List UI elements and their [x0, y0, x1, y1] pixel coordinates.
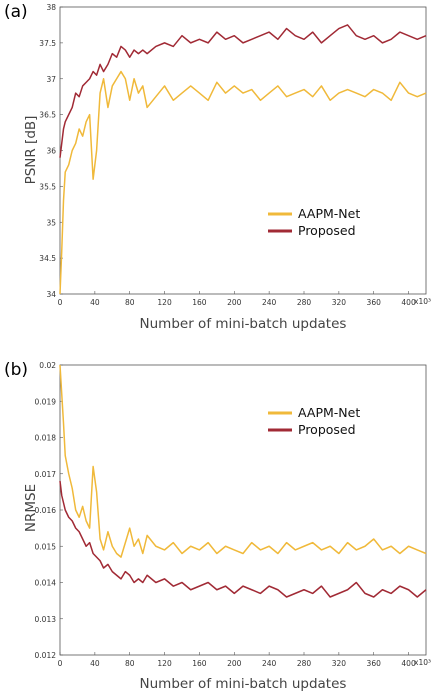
- panel-b-y-tick-label: 0.014: [35, 579, 57, 588]
- panel-b-y-ticks: 0.012 0.013 0.014 0.015 0.016 0.017 0.018 0.019…: [35, 361, 63, 660]
- panel-b-x-multiplier: x10³: [414, 658, 431, 667]
- panel-a-x-tick-label: 200: [227, 298, 242, 307]
- panel-b-x-tick-label: 200: [227, 659, 242, 668]
- panel-b-legend: AAPM-Net Proposed: [268, 405, 360, 437]
- panel-b-x-tick-label: 160: [192, 659, 207, 668]
- panel-a-y-tick-label: 34.5: [39, 254, 56, 263]
- panel-b-y-axis-label: NRMSE: [23, 484, 39, 532]
- panel-a-x-tick-label: 160: [192, 298, 207, 307]
- panel-a-x-ticks: 0 40 80 120 160 200 240 280 320 360 400: [58, 291, 416, 307]
- panel-b-x-tick-label: 40: [90, 659, 100, 668]
- panel-b-series-aapm-net-line: [59, 364, 427, 558]
- panel-b-y-tick-label: 0.017: [35, 470, 57, 479]
- panel-b-x-tick-label: 0: [58, 659, 63, 668]
- panel-a-y-tick-label: 36: [46, 147, 56, 156]
- panel-a-x-tick-label: 280: [297, 298, 312, 307]
- panel-a-y-tick-label: 35: [46, 218, 56, 227]
- panel-a-legend: AAPM-Net Proposed: [268, 206, 360, 238]
- panel-a-y-tick-label: 35.5: [39, 182, 56, 191]
- panel-a-x-tick-label: 400: [401, 298, 416, 307]
- panel-b-x-ticks: 0 40 80 120 160 200 240 280 320 360 400: [58, 652, 416, 668]
- panel-a-y-tick-label: 37.5: [39, 39, 56, 48]
- panel-a-x-tick-label: 80: [125, 298, 135, 307]
- panel-a: (a) 34 34.5 35 35.5 36 36.5 37 37.5 38 0 40 80 120 1…: [4, 2, 431, 332]
- panel-a-x-tick-label: 240: [262, 298, 277, 307]
- panel-b-x-axis-label: Number of mini-batch updates: [140, 676, 347, 692]
- panel-b-y-tick-label: 0.012: [35, 651, 57, 660]
- panel-b: (b) 0.0120.0130.0140.0150.0160.0170.0180…: [4, 360, 431, 692]
- panel-a-y-tick-label: 34: [46, 290, 56, 299]
- panel-b-y-tick-label: 0.018: [35, 434, 57, 443]
- panel-b-y-tick-label: 0.013: [35, 615, 57, 624]
- panel-a-y-tick-label: 37: [46, 75, 56, 84]
- panel-a-label: (a): [4, 2, 28, 22]
- panel-a-y-tick-label: 36.5: [39, 111, 56, 120]
- panel-b-legend-label-proposed: Proposed: [298, 422, 356, 437]
- panel-b-y-tick-label: 0.019: [35, 397, 57, 406]
- panel-a-x-tick-label: 120: [157, 298, 172, 307]
- panel-b-x-tick-label: 80: [125, 659, 135, 668]
- panel-b-x-tick-label: 320: [332, 659, 347, 668]
- panel-a-y-tick-label: 38: [46, 3, 56, 12]
- panel-a-x-tick-label: 320: [332, 298, 347, 307]
- panel-b-series-proposed-line: [59, 480, 427, 598]
- panel-a-x-axis-label: Number of mini-batch updates: [140, 316, 347, 332]
- panel-a-series: [59, 24, 427, 295]
- panel-a-x-tick-label: 40: [90, 298, 100, 307]
- panel-b-x-tick-label: 400: [401, 659, 416, 668]
- panel-a-legend-label-aapm: AAPM-Net: [298, 206, 360, 221]
- panel-a-legend-label-proposed: Proposed: [298, 223, 356, 238]
- panel-a-x-tick-label: 360: [367, 298, 382, 307]
- panel-b-x-tick-label: 240: [262, 659, 277, 668]
- panel-a-x-tick-label: 0: [58, 298, 63, 307]
- panel-b-x-tick-label: 120: [157, 659, 172, 668]
- panel-a-y-ticks: 34 34.5 35 35.5 36 36.5 37 37.5 38: [39, 3, 63, 299]
- panel-b-legend-label-aapm: AAPM-Net: [298, 405, 360, 420]
- panel-a-series-aapm-net-line: [59, 70, 427, 295]
- panel-b-label: (b): [4, 360, 28, 380]
- panel-b-x-tick-label: 280: [297, 659, 312, 668]
- panel-b-x-tick-label: 360: [367, 659, 382, 668]
- panel-b-series: [59, 364, 427, 598]
- panel-a-x-multiplier: x10³: [414, 297, 431, 306]
- panel-b-y-tick-label: 0.015: [35, 542, 57, 551]
- panel-a-y-axis-label: PSNR [dB]: [23, 116, 39, 185]
- panel-b-y-tick-label: 0.016: [35, 506, 57, 515]
- panel-b-y-tick-label: 0.02: [39, 361, 56, 370]
- panel-b-plot-frame: [59, 364, 427, 656]
- panel-a-series-proposed-line: [59, 24, 427, 158]
- panel-a-plot-frame: [59, 6, 427, 295]
